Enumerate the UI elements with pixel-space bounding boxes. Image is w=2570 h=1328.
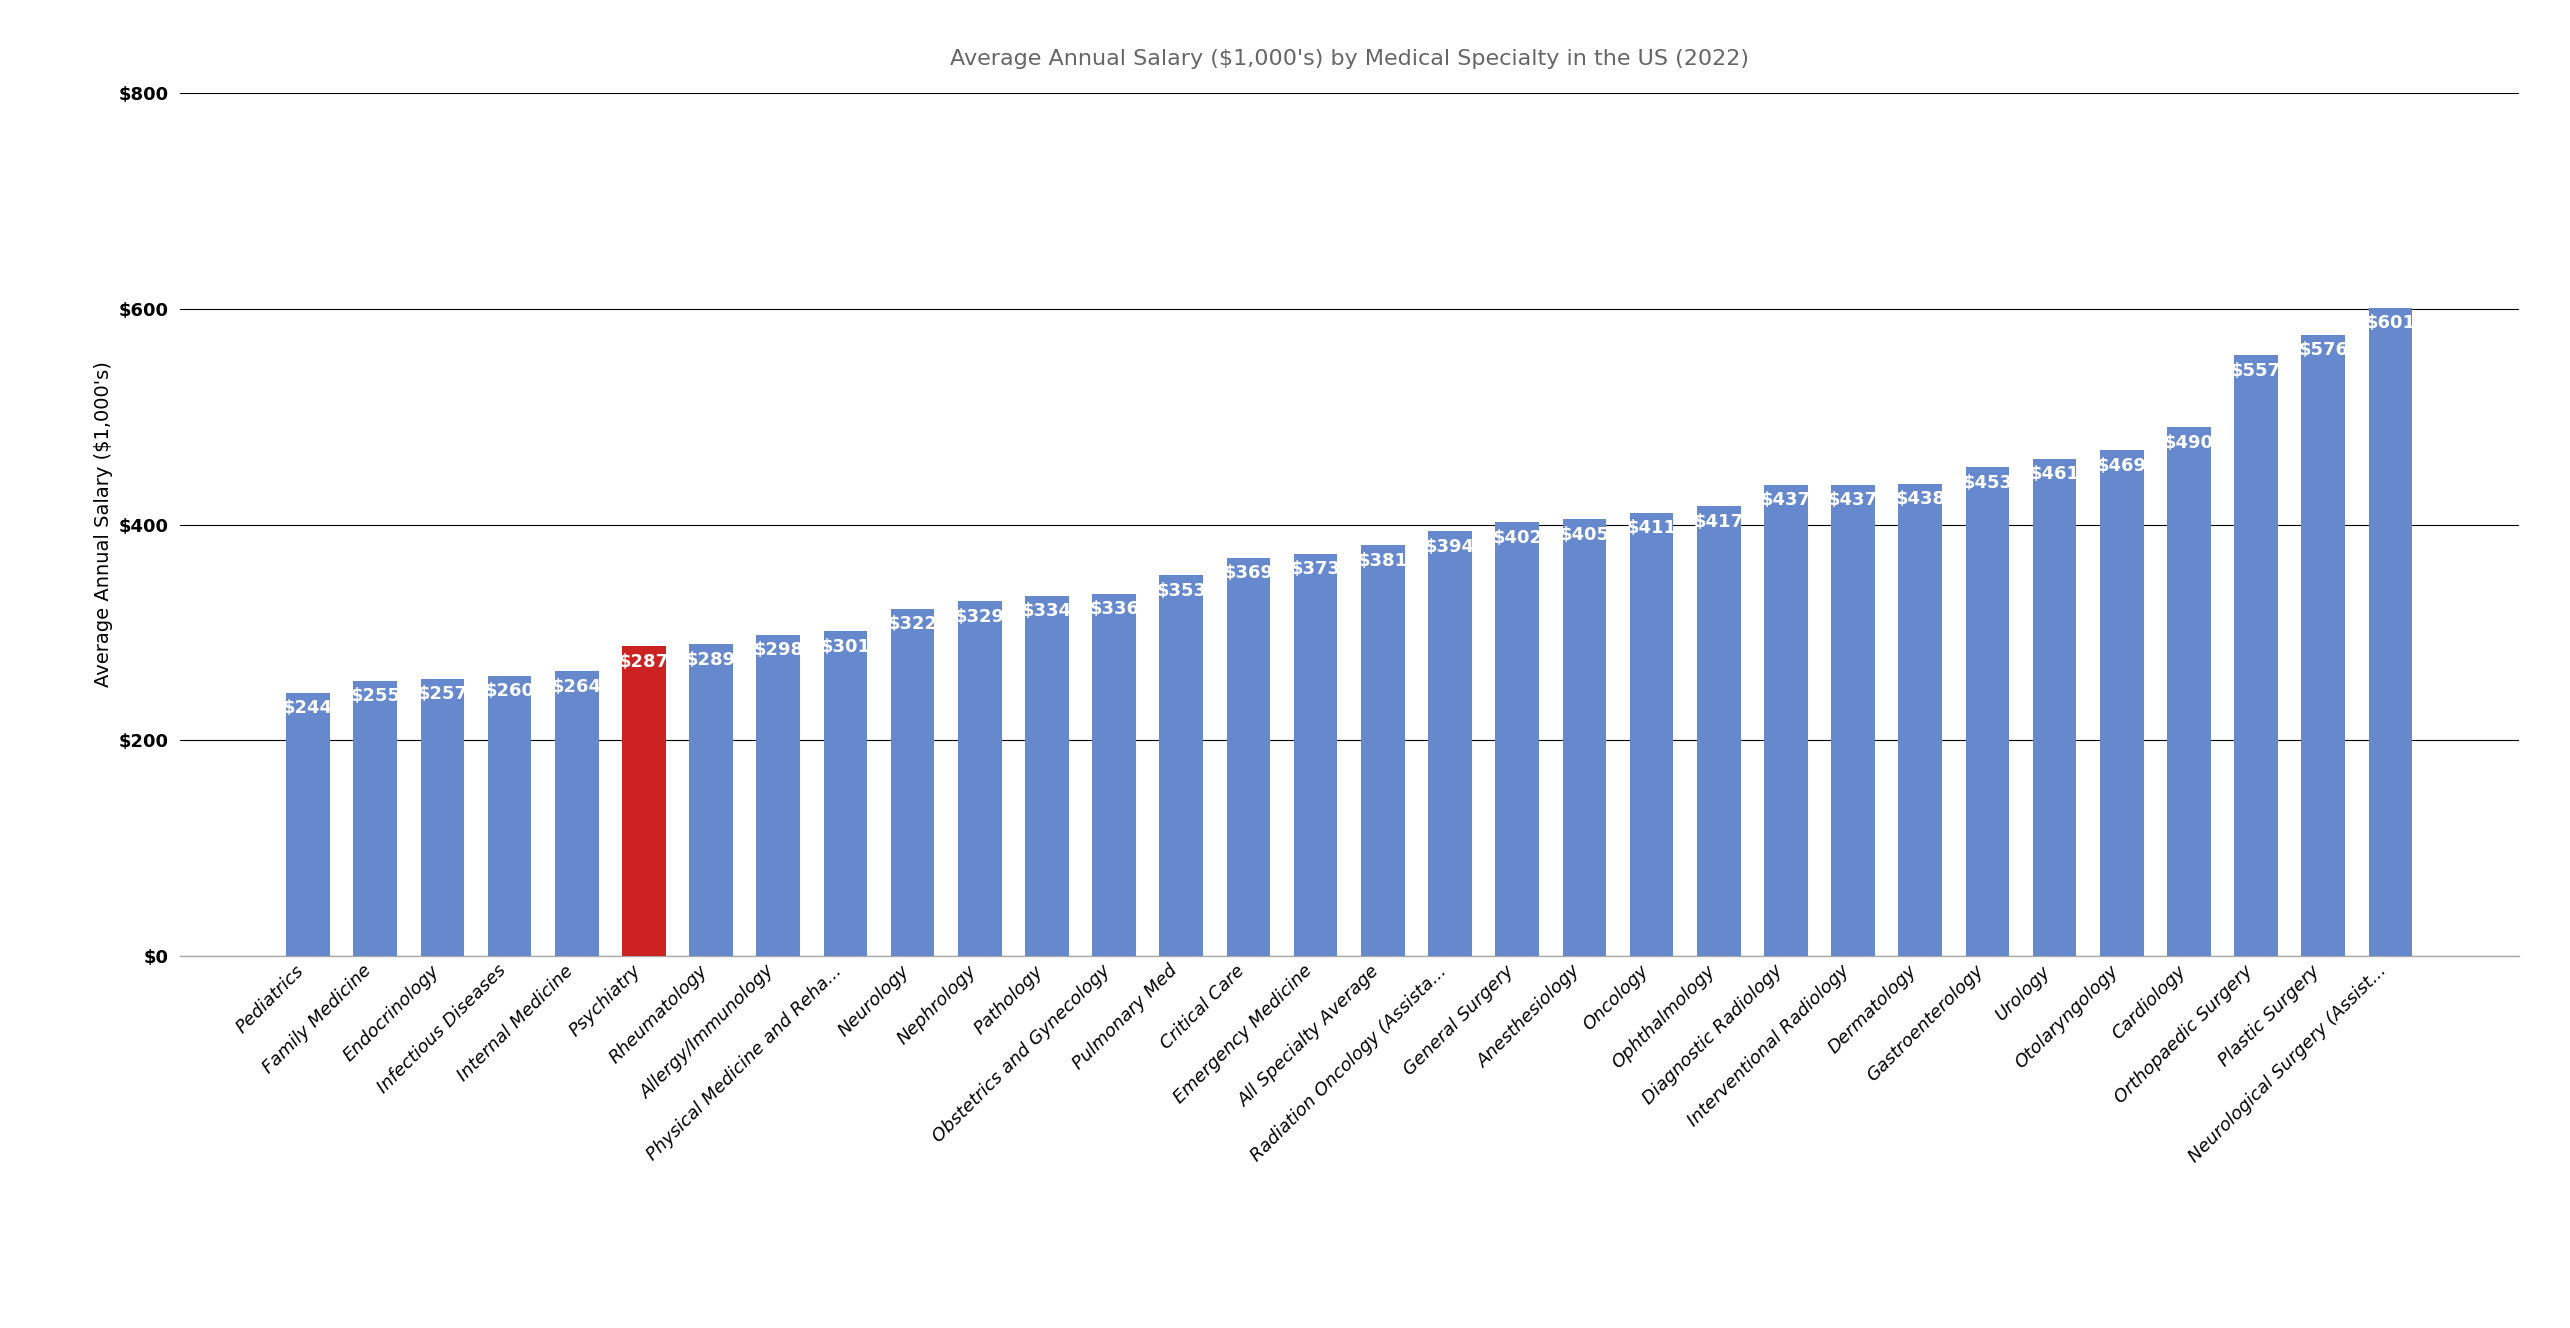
Text: $417: $417 bbox=[1694, 513, 1742, 531]
Bar bbox=[1899, 483, 1943, 956]
Bar bbox=[488, 676, 532, 956]
Bar bbox=[1025, 596, 1069, 956]
Text: $411: $411 bbox=[1627, 519, 1676, 537]
Text: $437: $437 bbox=[1760, 491, 1812, 509]
Bar bbox=[1629, 513, 1673, 956]
Text: $402: $402 bbox=[1493, 529, 1542, 547]
Bar bbox=[2167, 428, 2210, 956]
Bar bbox=[2033, 458, 2077, 956]
Bar bbox=[689, 644, 732, 956]
Text: $373: $373 bbox=[1290, 560, 1342, 578]
Text: $369: $369 bbox=[1223, 564, 1275, 583]
Text: $490: $490 bbox=[2164, 434, 2213, 452]
Text: $438: $438 bbox=[1894, 490, 1945, 509]
Text: $255: $255 bbox=[350, 688, 401, 705]
Text: $336: $336 bbox=[1090, 600, 1139, 618]
Text: $257: $257 bbox=[416, 685, 468, 704]
Text: $453: $453 bbox=[1963, 474, 2012, 491]
Text: $264: $264 bbox=[553, 677, 601, 696]
Bar bbox=[555, 671, 599, 956]
Bar bbox=[355, 681, 396, 956]
Text: $557: $557 bbox=[2231, 361, 2282, 380]
Bar bbox=[2100, 450, 2143, 956]
Bar bbox=[2303, 335, 2344, 956]
Text: $329: $329 bbox=[956, 608, 1005, 625]
Bar bbox=[2233, 355, 2277, 956]
Bar bbox=[1966, 467, 2010, 956]
Title: Average Annual Salary ($1,000's) by Medical Specialty in the US (2022): Average Annual Salary ($1,000's) by Medi… bbox=[951, 49, 1748, 69]
Bar bbox=[1429, 531, 1473, 956]
Text: $469: $469 bbox=[2097, 457, 2146, 474]
Text: $461: $461 bbox=[2030, 465, 2079, 483]
Bar bbox=[285, 693, 329, 956]
Bar bbox=[892, 608, 935, 956]
Bar bbox=[1362, 544, 1406, 956]
Text: $287: $287 bbox=[619, 653, 668, 671]
Text: $260: $260 bbox=[486, 683, 535, 700]
Bar bbox=[1832, 485, 1876, 956]
Text: $601: $601 bbox=[2364, 315, 2416, 332]
Text: $244: $244 bbox=[283, 700, 334, 717]
Bar bbox=[1763, 485, 1807, 956]
Bar bbox=[622, 647, 666, 956]
Bar bbox=[1563, 519, 1606, 956]
Text: $289: $289 bbox=[686, 651, 735, 669]
Text: $405: $405 bbox=[1560, 526, 1609, 543]
Bar bbox=[2370, 308, 2413, 956]
Bar bbox=[1159, 575, 1203, 956]
Text: $298: $298 bbox=[753, 641, 804, 659]
Text: $394: $394 bbox=[1424, 538, 1475, 555]
Text: $576: $576 bbox=[2298, 341, 2349, 359]
Bar bbox=[421, 679, 465, 956]
Bar bbox=[1226, 558, 1270, 956]
Text: $334: $334 bbox=[1023, 603, 1072, 620]
Bar bbox=[822, 631, 866, 956]
Text: $322: $322 bbox=[887, 615, 938, 633]
Bar bbox=[1293, 554, 1336, 956]
Bar bbox=[1696, 506, 1740, 956]
Text: $437: $437 bbox=[1827, 491, 1879, 509]
Bar bbox=[1092, 594, 1136, 956]
Text: $353: $353 bbox=[1156, 582, 1205, 600]
Text: $381: $381 bbox=[1357, 551, 1408, 570]
Text: $301: $301 bbox=[820, 637, 871, 656]
Bar bbox=[1496, 522, 1539, 956]
Bar bbox=[959, 602, 1002, 956]
Y-axis label: Average Annual Salary ($1,000's): Average Annual Salary ($1,000's) bbox=[95, 361, 113, 688]
Bar bbox=[756, 635, 799, 956]
